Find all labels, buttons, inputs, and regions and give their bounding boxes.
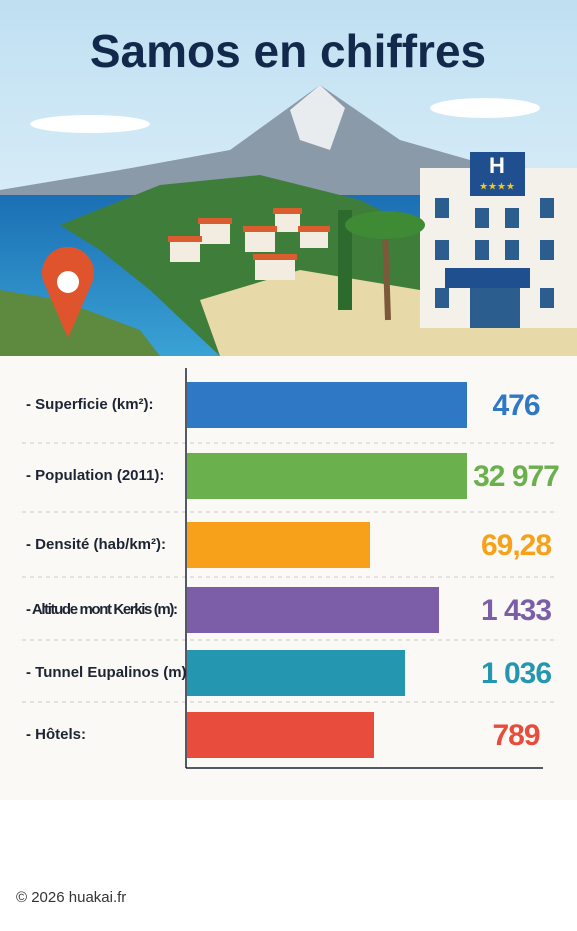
stars: ★★★★ xyxy=(479,182,515,193)
illustration: H ★★★★ Samos en chiffres xyxy=(0,0,577,356)
row-label: - Altitude mont Kerkis (m): xyxy=(26,601,178,618)
row-label: - Tunnel Eupalinos (m): xyxy=(26,664,192,681)
bar xyxy=(187,522,370,568)
bar xyxy=(187,650,405,696)
bar xyxy=(187,587,439,633)
row-value: 789 xyxy=(492,719,539,752)
bar xyxy=(187,712,374,758)
bar xyxy=(187,382,467,428)
row-label: - Population (2011): xyxy=(26,467,164,484)
row-label: - Densité (hab/km²): xyxy=(26,536,166,553)
footer: © 2026 huakai.fr xyxy=(16,889,126,906)
row-label: - Superficie (km²): xyxy=(26,396,154,413)
row-value: 476 xyxy=(492,389,539,422)
row-value: 32 977 xyxy=(473,460,559,493)
title: Samos en chiffres xyxy=(90,25,486,77)
row-value: 1 433 xyxy=(481,594,551,627)
row-label: - Hôtels: xyxy=(26,726,86,743)
row-value: 1 036 xyxy=(481,657,551,690)
row-value: 69,28 xyxy=(481,529,551,562)
bar xyxy=(187,453,467,499)
hotel-sign: H xyxy=(489,153,505,178)
